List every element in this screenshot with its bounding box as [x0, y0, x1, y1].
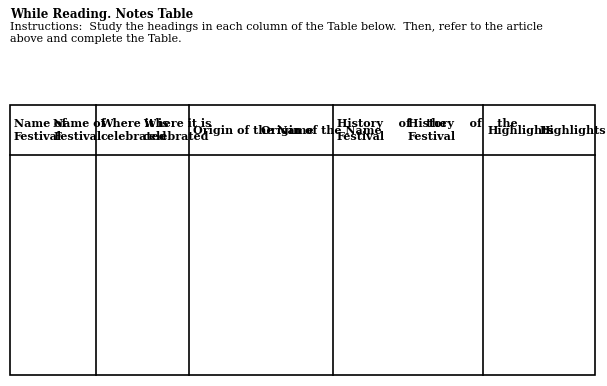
- Text: Instructions:  Study the headings in each column of the Table below.  Then, refe: Instructions: Study the headings in each…: [10, 22, 543, 44]
- Text: Origin of the Name: Origin of the Name: [193, 125, 314, 135]
- Text: Highlights: Highlights: [487, 125, 554, 135]
- Text: While Reading. Notes Table: While Reading. Notes Table: [10, 8, 193, 21]
- Text: Where it is
celebrated: Where it is celebrated: [143, 118, 211, 142]
- Text: Origin of the Name: Origin of the Name: [261, 125, 382, 135]
- Text: History    of    the
Festival: History of the Festival: [408, 118, 518, 142]
- Text: Where it is
celebrated: Where it is celebrated: [100, 118, 169, 142]
- Text: Highlights: Highlights: [539, 125, 606, 135]
- Text: Name of
Festival: Name of Festival: [14, 118, 66, 142]
- Text: History    of    the
Festival: History of the Festival: [337, 118, 447, 142]
- Bar: [10, 105, 595, 375]
- Text: Name of
Festival: Name of Festival: [53, 118, 106, 142]
